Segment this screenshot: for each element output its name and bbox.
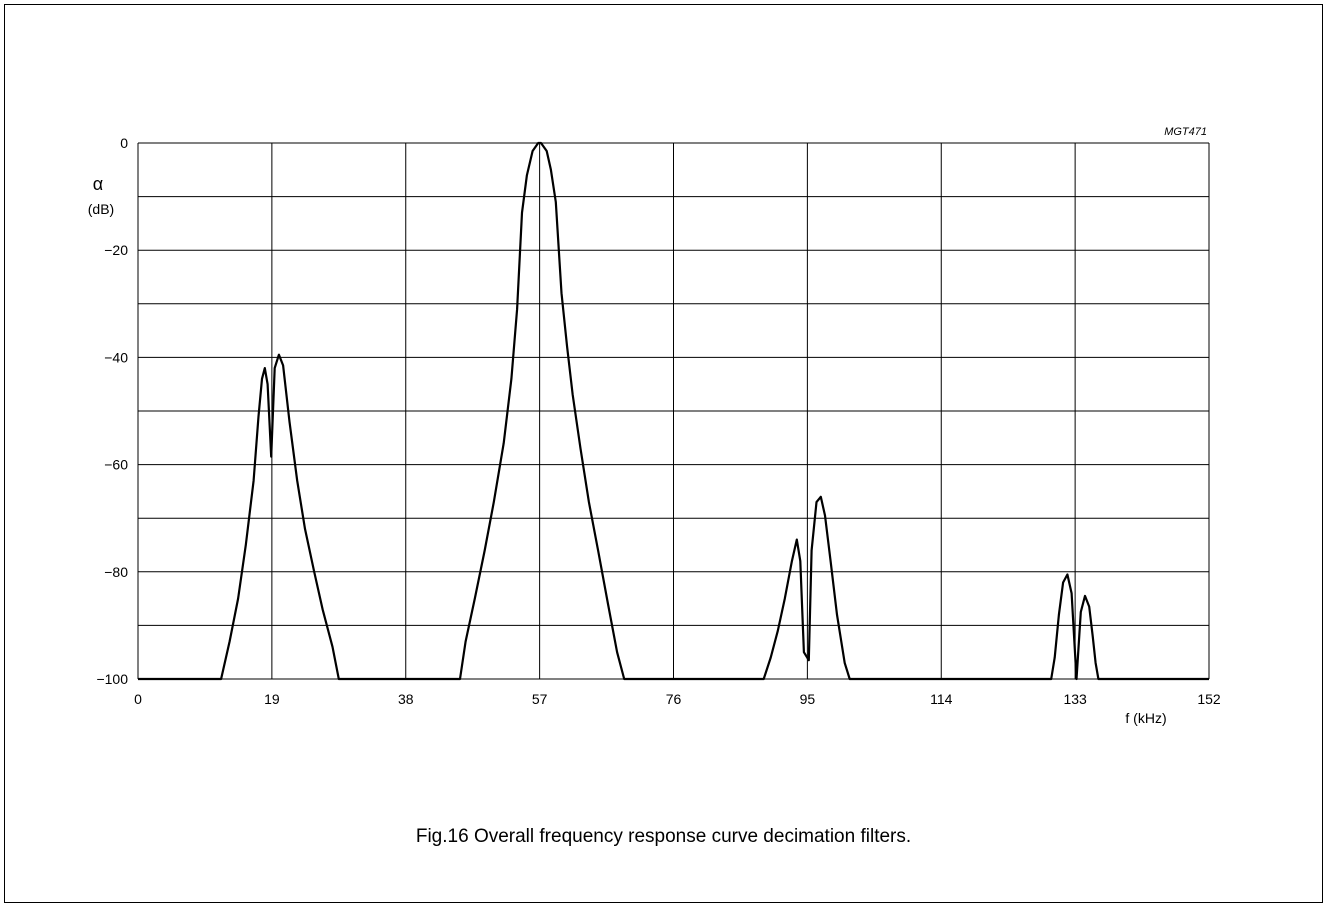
y-tick-label: −60 (104, 457, 128, 473)
x-tick-label: 76 (666, 691, 682, 707)
x-tick-labels: 0 19 38 57 76 95 114 133 152 (134, 691, 1221, 707)
figure-code: MGT471 (1164, 126, 1207, 138)
y-tick-labels: 0 −20 −40 −60 −80 −100 (96, 135, 128, 687)
y-axis-symbol: α (93, 174, 103, 194)
x-tick-label: 133 (1063, 691, 1087, 707)
y-tick-label: −80 (104, 564, 128, 580)
x-tick-label: 95 (800, 691, 816, 707)
y-tick-label: −20 (104, 242, 128, 258)
gridlines (137, 142, 1210, 680)
figure-frame (4, 4, 1323, 903)
x-tick-label: 0 (134, 691, 142, 707)
x-tick-label: 19 (264, 691, 280, 707)
y-tick-label: −40 (104, 349, 128, 365)
x-tick-label: 152 (1197, 691, 1221, 707)
figure-caption: Fig.16 Overall frequency response curve … (415, 826, 912, 847)
x-axis-label: f (kHz) (1125, 710, 1166, 726)
y-axis-unit: (dB) (88, 201, 114, 217)
response-curve (138, 141, 1209, 681)
y-tick-label: −100 (96, 671, 128, 687)
y-tick-label: 0 (120, 135, 128, 151)
x-tick-label: 38 (398, 691, 414, 707)
x-tick-label: 114 (930, 691, 953, 707)
x-tick-label: 57 (532, 691, 548, 707)
